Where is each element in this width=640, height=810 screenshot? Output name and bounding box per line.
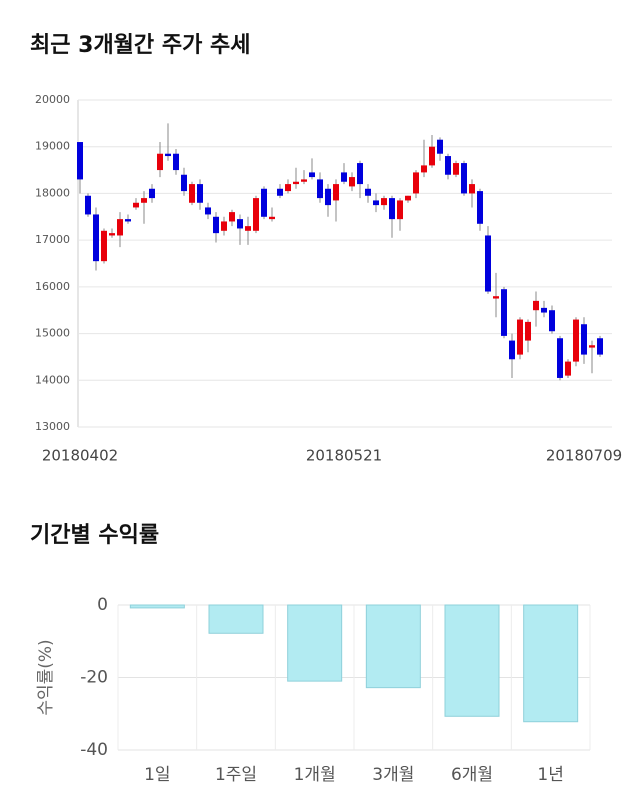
x-tick-label: 20180402 bbox=[42, 447, 118, 465]
y-tick-label: -20 bbox=[80, 668, 108, 688]
candle-body bbox=[101, 230, 107, 262]
candle-body bbox=[213, 216, 219, 234]
candle-body bbox=[181, 174, 187, 192]
candle-body bbox=[261, 188, 267, 217]
candle-body bbox=[573, 319, 579, 362]
candle-body bbox=[245, 226, 251, 231]
candle-body bbox=[357, 163, 363, 185]
bar bbox=[365, 604, 421, 689]
candle-body bbox=[117, 219, 123, 236]
bar bbox=[129, 604, 185, 609]
candle-body bbox=[93, 214, 99, 262]
candle-body bbox=[141, 198, 147, 203]
candle-body bbox=[429, 146, 435, 166]
candle-body bbox=[557, 338, 563, 378]
candle-body bbox=[157, 153, 163, 171]
candle-body bbox=[389, 198, 395, 220]
y-tick-label: 0 bbox=[97, 595, 108, 615]
candle-body bbox=[373, 200, 379, 206]
candle-body bbox=[293, 181, 299, 185]
candle-body bbox=[381, 198, 387, 206]
y-axis-label: 수익률(%) bbox=[36, 639, 56, 715]
candle-body bbox=[405, 195, 411, 201]
candle-body bbox=[477, 191, 483, 224]
bar bbox=[444, 604, 500, 717]
candle-body bbox=[365, 188, 371, 196]
candle-body bbox=[581, 324, 587, 355]
candle-body bbox=[341, 172, 347, 182]
y-tick-label: 18000 bbox=[35, 186, 70, 199]
candle-body bbox=[109, 233, 115, 236]
candle-body bbox=[325, 188, 331, 206]
y-tick-label: 13000 bbox=[35, 420, 70, 433]
y-tick-label: 17000 bbox=[35, 233, 70, 246]
x-tick-label: 3개월 bbox=[372, 765, 414, 785]
x-tick-label: 1년 bbox=[537, 765, 563, 785]
candle-body bbox=[445, 156, 451, 175]
candle-body bbox=[397, 200, 403, 220]
candle-body bbox=[309, 172, 315, 178]
bar bbox=[208, 604, 264, 634]
y-tick-label: 14000 bbox=[35, 373, 70, 386]
candle-body bbox=[485, 235, 491, 292]
candle-body bbox=[237, 219, 243, 229]
candle-body bbox=[165, 153, 171, 157]
candle-body bbox=[453, 163, 459, 175]
bar bbox=[523, 604, 579, 723]
candle-body bbox=[533, 300, 539, 311]
candle-body bbox=[125, 219, 131, 222]
candle-body bbox=[277, 188, 283, 196]
candle-body bbox=[525, 321, 531, 341]
y-tick-label: -40 bbox=[80, 740, 108, 760]
candle-body bbox=[549, 310, 555, 332]
candle-body bbox=[589, 345, 595, 348]
candle-body bbox=[149, 188, 155, 199]
candle-body bbox=[205, 207, 211, 215]
candle-body bbox=[421, 165, 427, 173]
y-tick-label: 19000 bbox=[35, 140, 70, 153]
candle-body bbox=[269, 216, 275, 220]
y-tick-label: 15000 bbox=[35, 327, 70, 340]
x-tick-label: 1개월 bbox=[294, 765, 336, 785]
candle-body bbox=[349, 177, 355, 187]
candle-body bbox=[541, 307, 547, 313]
candle-body bbox=[285, 184, 291, 192]
x-tick-label: 1주일 bbox=[215, 765, 257, 785]
chart-title: 기간별 수익률 bbox=[30, 523, 159, 548]
candle-body bbox=[517, 319, 523, 355]
candle-body bbox=[565, 361, 571, 376]
candle-body bbox=[437, 139, 443, 154]
candle-body bbox=[501, 289, 507, 336]
candle-body bbox=[413, 172, 419, 194]
candle-body bbox=[509, 340, 515, 360]
candle-body bbox=[221, 221, 227, 231]
x-tick-label: 6개월 bbox=[451, 765, 493, 785]
candle-body bbox=[229, 212, 235, 222]
y-tick-label: 20000 bbox=[35, 93, 70, 106]
y-tick-label: 16000 bbox=[35, 280, 70, 293]
candle-body bbox=[461, 163, 467, 194]
candle-body bbox=[133, 202, 139, 208]
candle-body bbox=[317, 179, 323, 199]
candle-body bbox=[85, 195, 91, 215]
x-tick-label: 1일 bbox=[144, 765, 170, 785]
candle-body bbox=[469, 184, 475, 194]
x-tick-label: 20180709 bbox=[546, 447, 622, 465]
candle-body bbox=[197, 184, 203, 203]
candle-body bbox=[333, 184, 339, 201]
candle-body bbox=[173, 153, 179, 171]
chart-title: 최근 3개월간 주가 추세 bbox=[30, 33, 250, 58]
candle-body bbox=[77, 142, 83, 180]
x-tick-label: 20180521 bbox=[306, 447, 382, 465]
candle-body bbox=[253, 198, 259, 231]
candle-body bbox=[597, 338, 603, 355]
candle-body bbox=[189, 184, 195, 203]
candle-body bbox=[493, 296, 499, 299]
bar bbox=[287, 604, 343, 682]
candle-body bbox=[301, 179, 307, 182]
